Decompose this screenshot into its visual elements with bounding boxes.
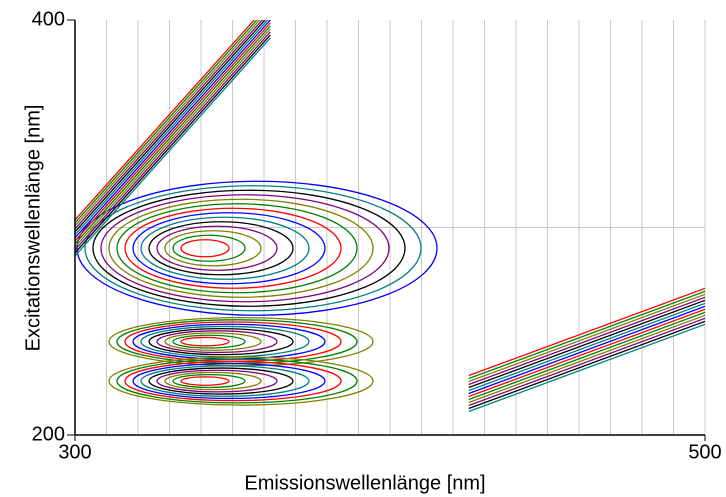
x-axis-label: Emissionswellenlänge [nm] — [244, 472, 485, 494]
contour-line — [157, 370, 277, 392]
scatter-band — [469, 303, 705, 390]
y-tick-label: 400 — [32, 8, 65, 30]
scatter-band — [75, 29, 270, 247]
contour-line — [157, 331, 277, 353]
contour-line — [181, 337, 229, 345]
y-tick-label: 200 — [32, 423, 65, 445]
scatter-band — [75, 11, 270, 229]
contour-line — [77, 181, 437, 315]
scatter-band — [75, 20, 270, 238]
contour-line — [181, 377, 229, 385]
y-axis-label: Excitationswellenlänge [nm] — [22, 105, 44, 352]
contour-line — [157, 226, 277, 270]
scatter-band — [469, 312, 705, 399]
scatter-band — [469, 306, 705, 393]
contour-line — [165, 231, 261, 266]
grid — [75, 20, 705, 435]
x-tick-label: 500 — [688, 441, 721, 463]
contour-line — [181, 240, 229, 257]
scatter-band — [469, 309, 705, 396]
contour-line — [173, 235, 245, 261]
contour-line — [149, 222, 293, 275]
scatter-band — [469, 297, 705, 384]
scatter-band — [75, 35, 270, 253]
chart: Emissionswellenlänge [nm] Excitationswel… — [0, 0, 726, 497]
scatter-band — [75, 2, 270, 220]
scatter-band — [469, 300, 705, 387]
scatter-band — [469, 315, 705, 402]
